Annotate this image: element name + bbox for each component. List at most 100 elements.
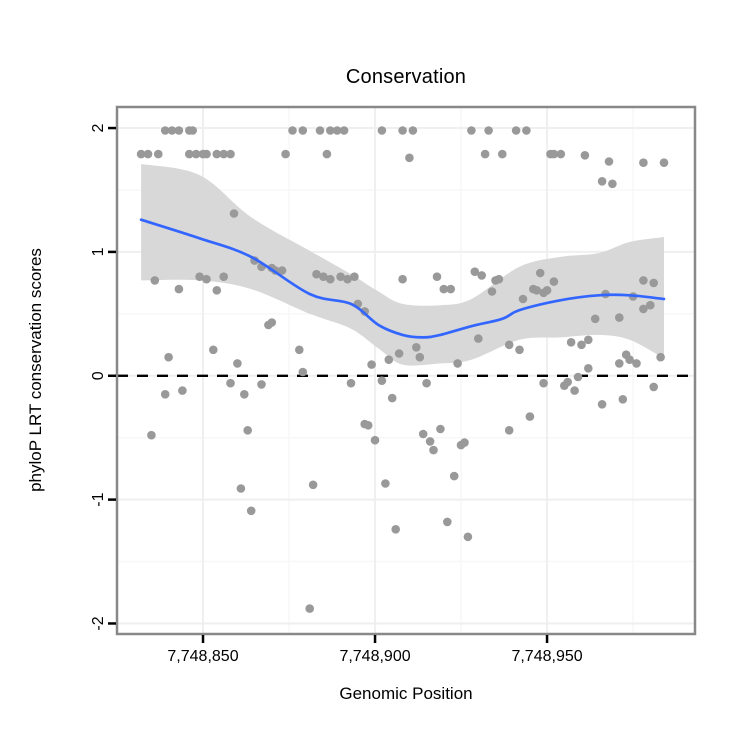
data-point (174, 126, 184, 135)
data-point (243, 426, 252, 435)
data-point (412, 343, 421, 352)
data-point (518, 294, 528, 304)
data-point (136, 149, 146, 159)
data-point (209, 345, 218, 355)
data-point (498, 149, 507, 159)
data-point (281, 149, 290, 159)
data-point (387, 393, 397, 403)
data-point (226, 378, 235, 388)
data-point (453, 359, 462, 368)
data-point (339, 126, 349, 135)
data-point (625, 355, 634, 365)
data-point (646, 300, 655, 310)
data-point (439, 284, 449, 294)
data-point (312, 269, 321, 279)
y-tick-label: -1 (90, 492, 107, 506)
smooth-line (139, 218, 666, 339)
data-point (563, 377, 572, 387)
data-point (511, 126, 521, 135)
data-point (649, 278, 658, 288)
data-point (535, 268, 545, 278)
data-point (167, 126, 177, 135)
data-point (570, 386, 579, 395)
data-point (391, 525, 401, 534)
data-point (370, 435, 380, 445)
data-point (584, 364, 593, 373)
data-point (408, 126, 418, 135)
data-point (460, 438, 469, 447)
data-point (443, 517, 452, 527)
y-tick-label: -2 (90, 616, 107, 630)
data-point (632, 359, 641, 368)
data-point (212, 149, 222, 159)
data-point (236, 484, 246, 493)
data-point (246, 506, 256, 516)
data-point (467, 126, 476, 135)
data-point (226, 149, 235, 159)
data-point (219, 149, 228, 159)
data-point (267, 318, 277, 327)
data-point (539, 378, 548, 388)
data-point (597, 177, 607, 186)
data-point (346, 378, 356, 388)
data-point (608, 179, 617, 189)
data-point (160, 390, 170, 399)
data-point (618, 395, 628, 404)
data-point (429, 445, 438, 455)
data-point (322, 149, 332, 159)
data-point (656, 352, 665, 362)
y-tick-label: 2 (90, 124, 107, 133)
data-point (639, 276, 648, 285)
data-point (556, 149, 566, 159)
data-point (615, 313, 624, 322)
data-point (470, 267, 480, 277)
data-point (240, 390, 249, 399)
data-point (174, 284, 184, 294)
data-point (326, 274, 335, 284)
data-point (277, 266, 287, 275)
data-point (584, 335, 593, 345)
data-point (164, 352, 173, 362)
data-point (188, 126, 197, 135)
data-point (597, 400, 607, 409)
x-tick-label: 7,748,900 (339, 648, 410, 665)
data-point (522, 126, 531, 135)
y-tick-label: 1 (90, 247, 107, 256)
data-point (363, 421, 373, 430)
data-point (615, 359, 624, 368)
data-point (659, 158, 669, 167)
data-point (315, 126, 325, 135)
data-point (308, 480, 318, 490)
data-point (160, 126, 170, 135)
data-point (336, 272, 345, 282)
data-point (381, 479, 390, 488)
data-point (549, 149, 559, 159)
data-point (477, 271, 487, 280)
data-point (298, 126, 308, 135)
data-point (295, 345, 304, 355)
data-point (343, 274, 352, 284)
data-point (432, 272, 442, 282)
data-point (332, 126, 342, 135)
data-point (143, 149, 153, 159)
y-tick-label: 0 (90, 371, 107, 380)
data-point (185, 149, 194, 159)
data-point (494, 274, 504, 284)
data-point (418, 429, 428, 439)
data-point (154, 149, 163, 159)
data-point (398, 126, 407, 135)
x-tick-label: 7,748,850 (167, 648, 238, 665)
data-point (195, 272, 204, 282)
data-point (384, 355, 394, 365)
data-point (377, 126, 387, 135)
data-point (202, 149, 211, 159)
chart-title: Conservation (345, 66, 467, 88)
data-point (604, 157, 614, 166)
data-point (590, 314, 600, 324)
data-point (233, 359, 242, 368)
data-point (298, 367, 308, 377)
data-point (484, 126, 493, 135)
data-point (480, 149, 490, 159)
